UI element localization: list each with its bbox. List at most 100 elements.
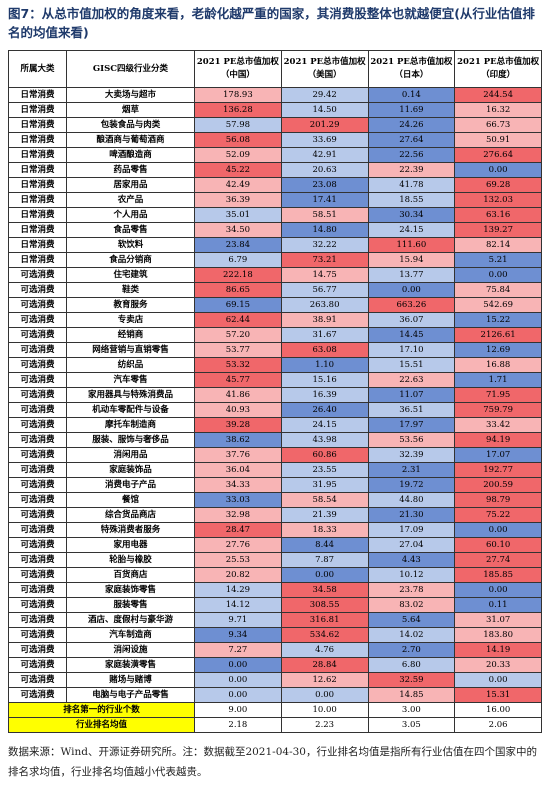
value-cell: 14.50 xyxy=(280,102,369,118)
value-cell: 27.76 xyxy=(194,537,282,553)
value-cell: 60.86 xyxy=(280,447,369,463)
figure-title: 图7：从总市值加权的角度来看，老龄化越严重的国家，其消费股整体也就越便宜(从行业… xyxy=(8,6,535,40)
table-row: 可选消费 家用电器 27.76 8.44 27.04 60.10 xyxy=(8,537,542,553)
value-cell: 9.34 xyxy=(194,627,282,643)
value-cell: 17.10 xyxy=(367,342,456,358)
value-cell: 663.26 xyxy=(367,297,456,313)
category-cell: 可选消费 xyxy=(8,552,67,568)
value-cell: 34.58 xyxy=(280,582,369,598)
table-row: 可选消费 纺织品 53.32 1.10 15.51 16.88 xyxy=(8,357,542,373)
industry-cell: 网络营销与直销零售 xyxy=(66,342,195,358)
value-cell: 14.85 xyxy=(367,687,456,703)
category-cell: 可选消费 xyxy=(8,297,67,313)
value-cell: 0.00 xyxy=(454,582,542,598)
industry-cell: 家庭装饰品 xyxy=(66,462,195,478)
value-cell: 200.59 xyxy=(454,477,542,493)
category-cell: 可选消费 xyxy=(8,387,67,403)
industry-cell: 个人用品 xyxy=(66,207,195,223)
value-cell: 75.22 xyxy=(454,507,542,523)
value-cell: 52.09 xyxy=(194,147,282,163)
category-cell: 日常消费 xyxy=(8,87,67,103)
table-row: 日常消费 酿酒商与葡萄酒商 56.08 33.69 27.64 50.91 xyxy=(8,132,542,148)
value-cell: 4.43 xyxy=(367,552,456,568)
industry-cell: 家庭装饰零售 xyxy=(66,582,195,598)
table-row: 可选消费 电脑与电子产品零售 0.00 0.00 14.85 15.31 xyxy=(8,687,542,703)
table-row: 可选消费 汽车制造商 9.34 534.62 14.02 183.80 xyxy=(8,627,542,643)
industry-cell: 农产品 xyxy=(66,192,195,208)
table-row: 可选消费 鞋类 86.65 56.77 0.00 75.84 xyxy=(8,282,542,298)
table-row: 可选消费 赌场与赌博 0.00 12.62 32.59 0.00 xyxy=(8,672,542,688)
category-cell: 日常消费 xyxy=(8,237,67,253)
value-cell: 41.86 xyxy=(194,387,282,403)
value-cell: 36.51 xyxy=(367,402,456,418)
value-cell: 83.02 xyxy=(367,597,456,613)
table-row: 可选消费 家用器具与特殊消费品 41.86 16.39 11.07 71.95 xyxy=(8,387,542,403)
category-cell: 日常消费 xyxy=(8,162,67,178)
value-cell: 23.78 xyxy=(367,582,456,598)
value-cell: 37.76 xyxy=(194,447,282,463)
value-cell: 18.33 xyxy=(280,522,369,538)
footer-value: 3.05 xyxy=(367,717,456,733)
industry-cell: 纺织品 xyxy=(66,357,195,373)
value-cell: 21.30 xyxy=(367,507,456,523)
category-cell: 可选消费 xyxy=(8,492,67,508)
table-body: 日常消费 大卖场与超市 178.93 29.42 0.14 244.54 日常消费 烟草 136… xyxy=(8,87,542,733)
table-row: 可选消费 家庭装饰零售 14.29 34.58 23.78 0.00 xyxy=(8,582,542,598)
table-row: 日常消费 个人用品 35.01 58.51 30.34 63.16 xyxy=(8,207,542,223)
source-note: 数据来源：Wind、开源证券研究所。注：数据截至2021-04-30，行业排名均… xyxy=(8,746,537,778)
category-cell: 可选消费 xyxy=(8,597,67,613)
value-cell: 16.88 xyxy=(454,357,542,373)
value-cell: 42.91 xyxy=(280,147,369,163)
value-cell: 1.10 xyxy=(280,357,369,373)
category-cell: 可选消费 xyxy=(8,342,67,358)
category-cell: 日常消费 xyxy=(8,222,67,238)
table-row: 可选消费 摩托车制造商 39.28 24.15 17.97 33.42 xyxy=(8,417,542,433)
value-cell: 15.31 xyxy=(454,687,542,703)
industry-cell: 赌场与赌博 xyxy=(66,672,195,688)
value-cell: 178.93 xyxy=(194,87,282,103)
value-cell: 28.47 xyxy=(194,522,282,538)
value-cell: 14.29 xyxy=(194,582,282,598)
value-cell: 62.44 xyxy=(194,312,282,328)
category-cell: 可选消费 xyxy=(8,432,67,448)
value-cell: 26.40 xyxy=(280,402,369,418)
value-cell: 15.51 xyxy=(367,357,456,373)
value-cell: 201.29 xyxy=(280,117,369,133)
industry-cell: 经销商 xyxy=(66,327,195,343)
value-cell: 24.26 xyxy=(367,117,456,133)
industry-cell: 消闲设施 xyxy=(66,642,195,658)
value-cell: 0.14 xyxy=(367,87,456,103)
value-cell: 2.31 xyxy=(367,462,456,478)
header-cell: 2021 PE总市值加权（日本） xyxy=(367,50,456,88)
value-cell: 94.19 xyxy=(454,432,542,448)
value-cell: 111.60 xyxy=(367,237,456,253)
industry-cell: 啤酒酿造商 xyxy=(66,147,195,163)
value-cell: 31.95 xyxy=(280,477,369,493)
table-row: 日常消费 大卖场与超市 178.93 29.42 0.14 244.54 xyxy=(8,87,542,103)
value-cell: 7.87 xyxy=(280,552,369,568)
footer-label: 排名第一的行业个数 xyxy=(8,702,195,718)
value-cell: 132.03 xyxy=(454,192,542,208)
value-cell: 28.84 xyxy=(280,657,369,673)
value-cell: 27.04 xyxy=(367,537,456,553)
table-row: 日常消费 软饮料 23.84 32.22 111.60 82.14 xyxy=(8,237,542,253)
category-cell: 可选消费 xyxy=(8,687,67,703)
category-cell: 日常消费 xyxy=(8,132,67,148)
table-row: 可选消费 家庭装潢零售 0.00 28.84 6.80 20.33 xyxy=(8,657,542,673)
industry-cell: 包装食品与肉类 xyxy=(66,117,195,133)
value-cell: 308.55 xyxy=(280,597,369,613)
value-cell: 19.72 xyxy=(367,477,456,493)
value-cell: 276.64 xyxy=(454,147,542,163)
table-row: 可选消费 百货商店 20.82 0.00 10.12 185.85 xyxy=(8,567,542,583)
value-cell: 263.80 xyxy=(280,297,369,313)
value-cell: 0.00 xyxy=(454,162,542,178)
category-cell: 可选消费 xyxy=(8,657,67,673)
value-cell: 23.55 xyxy=(280,462,369,478)
industry-cell: 专卖店 xyxy=(66,312,195,328)
footer-row: 行业排名均值 2.18 2.23 3.05 2.06 xyxy=(8,717,542,733)
footer-value: 16.00 xyxy=(454,702,542,718)
category-cell: 可选消费 xyxy=(8,267,67,283)
table-row: 可选消费 服装零售 14.12 308.55 83.02 0.11 xyxy=(8,597,542,613)
value-cell: 41.78 xyxy=(367,177,456,193)
category-cell: 可选消费 xyxy=(8,282,67,298)
